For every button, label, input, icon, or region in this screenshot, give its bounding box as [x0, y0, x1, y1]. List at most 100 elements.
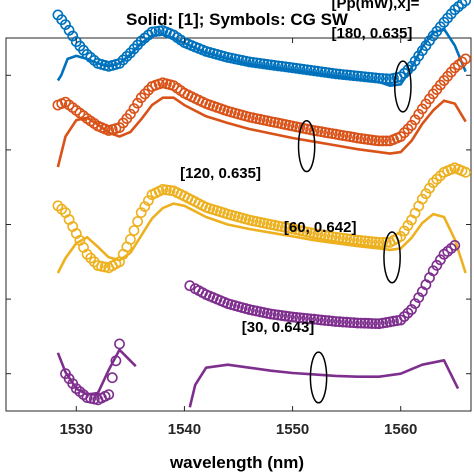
data-point — [377, 236, 389, 248]
data-point — [377, 73, 389, 84]
series-markers-3 — [52, 53, 471, 147]
data-point — [380, 73, 392, 85]
data-point — [362, 134, 374, 145]
data-point — [370, 72, 381, 84]
data-point — [265, 308, 277, 320]
data-point — [359, 317, 371, 329]
data-point — [323, 315, 334, 327]
annotation-4: [30, 0.643] — [242, 319, 315, 336]
data-point — [150, 26, 161, 37]
data-point — [305, 64, 316, 76]
series-layer — [52, 0, 471, 408]
data-point — [373, 236, 385, 248]
data-point — [106, 372, 118, 384]
data-point — [132, 216, 143, 227]
data-point — [153, 25, 165, 37]
data-point — [308, 65, 320, 77]
data-point — [103, 389, 115, 400]
data-point — [128, 225, 140, 236]
data-point — [315, 66, 327, 78]
data-point — [341, 316, 352, 328]
data-point — [315, 314, 327, 326]
data-point — [265, 59, 277, 71]
data-point — [398, 127, 410, 139]
data-point — [269, 309, 280, 320]
data-point — [370, 236, 381, 248]
data-point — [416, 193, 428, 205]
data-point — [366, 236, 378, 248]
data-point — [398, 67, 410, 79]
x-tick-label: 1550 — [276, 421, 309, 438]
data-point — [413, 108, 425, 120]
data-point — [146, 26, 158, 38]
data-point — [380, 135, 392, 147]
data-point — [424, 182, 435, 194]
data-point — [308, 313, 320, 325]
data-point — [460, 0, 471, 7]
data-point — [301, 313, 313, 324]
data-point — [164, 184, 176, 196]
data-point — [449, 239, 461, 251]
data-point — [184, 280, 196, 292]
data-point — [124, 233, 136, 245]
data-point — [279, 61, 291, 73]
data-point — [341, 69, 352, 81]
data-point — [409, 114, 421, 126]
data-point — [402, 220, 414, 231]
data-point — [110, 355, 122, 367]
data-point — [276, 60, 288, 72]
data-point — [406, 304, 417, 315]
data-point — [333, 68, 345, 80]
data-point — [160, 184, 172, 196]
data-point — [294, 312, 306, 324]
data-point — [301, 64, 313, 76]
data-point — [431, 173, 443, 185]
data-point — [312, 314, 324, 325]
data-point — [395, 314, 407, 326]
x-axis-label: wavelength (nm) — [169, 453, 304, 472]
annotation-3: [60, 0.642] — [284, 219, 357, 236]
data-point — [290, 62, 302, 74]
data-point — [427, 177, 439, 189]
data-point — [337, 232, 349, 244]
data-point — [366, 318, 378, 329]
data-point — [139, 201, 151, 212]
data-point — [344, 317, 356, 328]
series-line-2 — [56, 96, 467, 168]
data-point — [362, 71, 374, 83]
data-point — [406, 119, 417, 131]
data-point — [402, 123, 414, 135]
highlight-ellipse-1 — [297, 120, 316, 173]
data-point — [287, 311, 298, 323]
data-point — [330, 316, 342, 327]
data-point — [402, 307, 414, 319]
plot-area-frame — [5, 37, 472, 412]
data-point — [269, 60, 280, 71]
data-point — [142, 84, 154, 96]
data-point — [121, 51, 133, 62]
data-point — [348, 234, 360, 246]
data-point — [139, 88, 151, 100]
data-point — [362, 235, 374, 247]
data-point — [319, 314, 331, 326]
data-point — [355, 235, 367, 246]
data-point — [287, 62, 298, 74]
data-point — [337, 69, 349, 80]
data-point — [409, 298, 421, 309]
series-markers-1 — [52, 0, 471, 85]
data-point — [398, 225, 410, 237]
data-point — [359, 133, 371, 145]
data-point — [326, 315, 338, 327]
annotation-0: [Pp(mW),x]= — [332, 0, 420, 12]
data-point — [431, 259, 443, 271]
data-point — [456, 0, 468, 10]
data-point — [305, 313, 316, 325]
data-point — [272, 60, 284, 72]
data-point — [157, 183, 169, 195]
data-point — [398, 311, 410, 322]
data-point — [330, 68, 342, 80]
data-point — [434, 254, 446, 266]
annotation-1: [180, 0.635] — [332, 25, 413, 42]
data-point — [114, 58, 125, 69]
data-point — [341, 233, 352, 245]
